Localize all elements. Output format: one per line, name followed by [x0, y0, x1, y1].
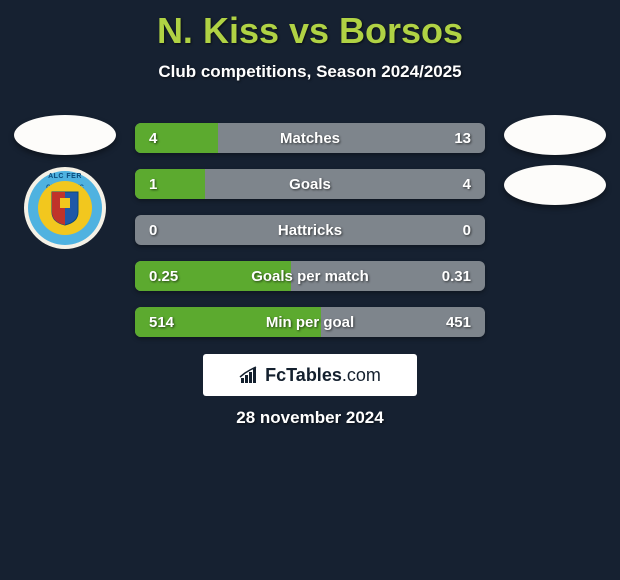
- stat-value-right: 0.31: [442, 261, 471, 291]
- badge-shield-icon: [50, 190, 80, 226]
- stat-value-right: 4: [463, 169, 471, 199]
- stat-label: Hattricks: [135, 215, 485, 245]
- badge-center: [38, 181, 92, 235]
- stat-row-goals: 1 Goals 4: [135, 169, 485, 199]
- stat-value-right: 0: [463, 215, 471, 245]
- stat-value-right: 13: [454, 123, 471, 153]
- club-badge-left: ALC FER GYIRMOT FC: [24, 167, 106, 249]
- subtitle: Club competitions, Season 2024/2025: [0, 62, 620, 82]
- branding-name: FcTables: [265, 365, 342, 385]
- branding-box: FcTables.com: [203, 354, 417, 396]
- right-player-column: [500, 115, 610, 205]
- stat-row-min-per-goal: 514 Min per goal 451: [135, 307, 485, 337]
- stats-bars: 4 Matches 13 1 Goals 4 0 Hattricks 0 0.2…: [135, 123, 485, 337]
- player-right-photo-placeholder: [504, 115, 606, 155]
- left-player-column: ALC FER GYIRMOT FC: [10, 115, 120, 249]
- badge-text-top: ALC FER: [24, 173, 106, 180]
- stat-row-matches: 4 Matches 13: [135, 123, 485, 153]
- stat-label: Goals per match: [135, 261, 485, 291]
- player-left-photo-placeholder: [14, 115, 116, 155]
- stat-value-right: 451: [446, 307, 471, 337]
- stat-label: Matches: [135, 123, 485, 153]
- branding-suffix: .com: [342, 365, 381, 385]
- page-title: N. Kiss vs Borsos: [0, 0, 620, 52]
- branding-chart-icon: [239, 366, 261, 384]
- stat-row-goals-per-match: 0.25 Goals per match 0.31: [135, 261, 485, 291]
- branding-text: FcTables.com: [265, 365, 381, 386]
- stat-label: Goals: [135, 169, 485, 199]
- club-badge-right-placeholder: [504, 165, 606, 205]
- date-text: 28 november 2024: [0, 408, 620, 428]
- stat-row-hattricks: 0 Hattricks 0: [135, 215, 485, 245]
- stat-label: Min per goal: [135, 307, 485, 337]
